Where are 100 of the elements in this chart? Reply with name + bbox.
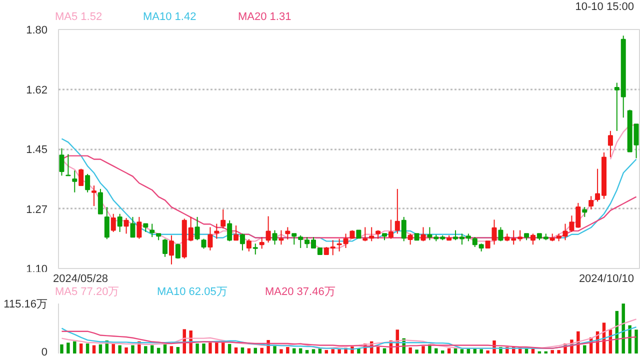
bar xyxy=(550,350,554,354)
candlestick xyxy=(162,238,168,258)
bar xyxy=(79,344,83,354)
candlestick xyxy=(59,148,64,176)
text: 2024/05/28 xyxy=(53,272,108,286)
candlestick xyxy=(168,234,174,265)
bar xyxy=(86,344,90,354)
bar xyxy=(376,346,380,354)
bar xyxy=(634,330,638,354)
bar xyxy=(144,346,148,354)
bar xyxy=(460,349,464,354)
bar xyxy=(118,345,122,354)
bar xyxy=(357,348,360,354)
candlestick xyxy=(408,233,413,246)
bar xyxy=(298,348,302,354)
bar xyxy=(292,348,296,354)
candlestick xyxy=(401,216,406,242)
candlestick xyxy=(582,206,588,218)
y-tick-label: 115.16万 xyxy=(4,298,48,310)
candlestick xyxy=(201,238,206,250)
text: MA20 1.31 xyxy=(238,10,292,25)
candlestick xyxy=(150,223,155,238)
candlestick xyxy=(498,226,504,242)
candlestick xyxy=(266,216,271,244)
bar xyxy=(324,350,328,354)
y-tick-label: 1.62 xyxy=(26,84,48,96)
candlestick xyxy=(227,220,232,242)
text: 2024/10/10 xyxy=(578,272,634,287)
bar xyxy=(447,348,451,354)
bar xyxy=(622,304,625,354)
candlestick xyxy=(298,234,304,249)
bar xyxy=(228,344,232,354)
bar xyxy=(196,344,199,354)
candlestick xyxy=(394,188,400,234)
bar xyxy=(480,349,483,354)
bar xyxy=(260,348,264,354)
bar xyxy=(408,347,412,354)
candlestick xyxy=(259,236,264,250)
candlestick xyxy=(72,170,78,193)
candlestick xyxy=(104,206,110,240)
bar xyxy=(66,342,70,354)
candlestick xyxy=(272,230,278,246)
candlestick xyxy=(336,238,342,252)
bar xyxy=(234,347,238,354)
bar xyxy=(422,346,425,354)
bar xyxy=(170,346,174,354)
bar xyxy=(247,348,251,354)
bar xyxy=(280,349,283,354)
candlestick xyxy=(234,224,239,241)
bar xyxy=(286,346,290,354)
bar xyxy=(338,349,341,354)
bar xyxy=(156,348,160,354)
candlestick xyxy=(214,223,220,240)
bar xyxy=(202,344,206,354)
candlestick xyxy=(117,213,122,232)
candlestick xyxy=(343,233,348,249)
bar xyxy=(557,350,560,354)
candlestick xyxy=(369,226,374,242)
bar xyxy=(73,341,76,354)
candlestick xyxy=(292,233,297,246)
bar xyxy=(222,342,225,354)
candlestick xyxy=(530,233,536,246)
candlestick xyxy=(220,208,226,230)
candlestick xyxy=(110,213,116,232)
bar xyxy=(273,346,276,354)
bar xyxy=(312,349,316,354)
y-tick-label: 0 xyxy=(41,346,48,358)
y-tick-label: 1.80 xyxy=(26,24,48,36)
candlestick xyxy=(194,216,200,241)
candlestick xyxy=(130,216,136,238)
line-series xyxy=(61,330,637,349)
candlestick xyxy=(285,226,290,240)
bar xyxy=(215,342,218,354)
bar xyxy=(150,345,154,354)
candlestick xyxy=(362,226,368,242)
bar xyxy=(331,349,334,354)
candlestick xyxy=(608,130,613,158)
candlestick xyxy=(388,219,394,240)
text: 10-10 15:00 xyxy=(575,0,634,15)
candlestick xyxy=(420,226,426,242)
bar xyxy=(124,347,128,354)
text: MA20 37.46万 xyxy=(265,285,336,300)
candlestick xyxy=(588,196,594,210)
line-series xyxy=(61,326,637,350)
text: MA10 1.42 xyxy=(143,10,196,25)
candlestick xyxy=(208,226,213,251)
bar xyxy=(583,345,586,354)
bar xyxy=(486,350,490,354)
y-tick-label: 1.45 xyxy=(26,144,48,156)
text: MA5 1.52 xyxy=(55,10,102,25)
bar xyxy=(131,345,134,354)
bar xyxy=(240,347,244,354)
text: MA10 62.05万 xyxy=(157,285,228,300)
y-tick-label: 1.27 xyxy=(26,204,48,216)
bar xyxy=(454,348,458,354)
bar xyxy=(98,344,102,354)
bar xyxy=(254,348,258,354)
text: MA5 77.20万 xyxy=(55,285,120,300)
bar xyxy=(92,345,96,354)
bar xyxy=(60,344,64,354)
